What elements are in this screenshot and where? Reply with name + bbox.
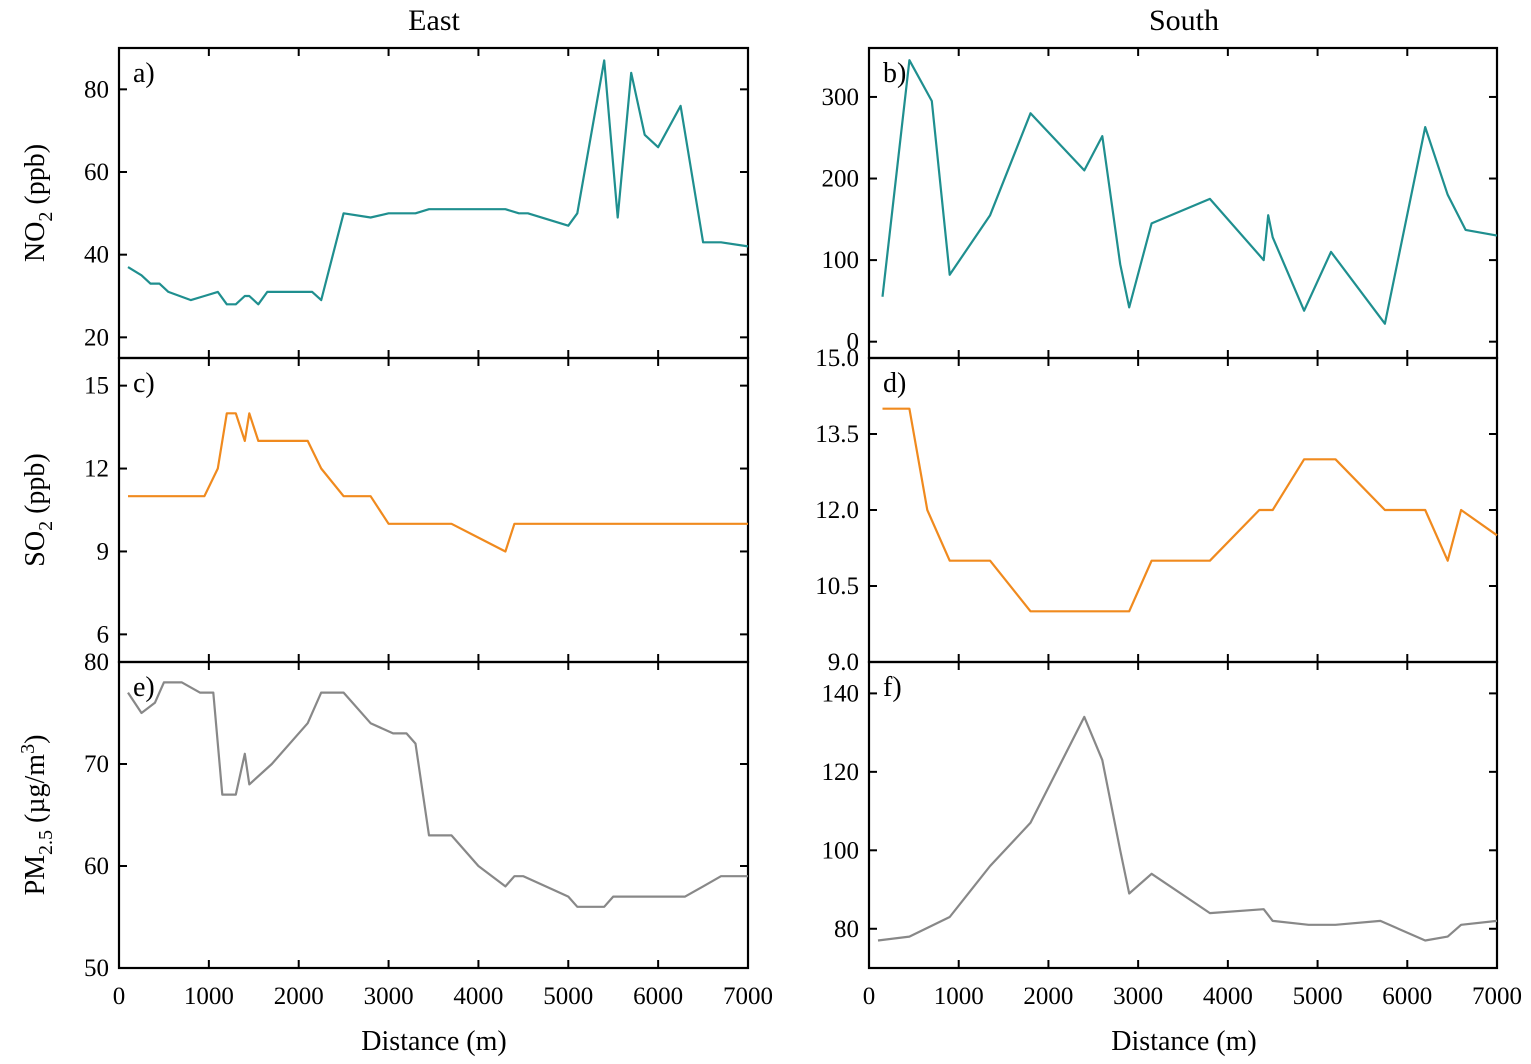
x-tick-label: 2000 — [274, 983, 324, 1010]
series-line — [128, 412, 748, 553]
panel-label: f) — [883, 672, 902, 703]
x-tick-label: 4000 — [1203, 983, 1253, 1010]
series-line — [127, 59, 749, 306]
plot-frame — [117, 660, 750, 970]
panel-c: 6 9 12 15 c) — [84, 356, 750, 664]
y-tick-label: 60 — [84, 159, 109, 186]
x-tick-label: 5000 — [1293, 983, 1343, 1010]
panel-b: 0 100 200 300 b) — [822, 46, 1499, 360]
y-tick-label: 12 — [84, 456, 109, 483]
panel-label: c) — [133, 368, 155, 399]
panel-label: e) — [133, 672, 155, 703]
x-tick-label: 7000 — [723, 983, 773, 1010]
y-tick-label: 15 — [84, 373, 109, 400]
y-tick-label: 9.0 — [828, 649, 859, 676]
y-tick-label: 50 — [84, 955, 109, 982]
y-tick-label: 9 — [97, 538, 110, 565]
y-tick-label: 80 — [834, 916, 859, 943]
panel-e: 50 60 70 80 0 1000 2000 3000 4000 5000 6000 7000 e) — [84, 649, 773, 1010]
panel-a: 20 40 60 80 a) — [84, 46, 750, 360]
panel-label: b) — [883, 58, 906, 89]
y-tick-label: 6 — [97, 621, 110, 648]
y-tick-label: 200 — [822, 166, 860, 193]
panel-d: 9.0 10.5 12.0 13.5 15.0 d) — [815, 345, 1499, 676]
x-tick-label: 3000 — [364, 983, 414, 1010]
series-line — [882, 407, 1498, 613]
x-tick-label: 6000 — [1382, 983, 1432, 1010]
x-axis-label-east: Distance (m) — [361, 1026, 506, 1057]
panel-label: d) — [883, 368, 906, 399]
x-axis-label-south: Distance (m) — [1111, 1026, 1256, 1057]
y-tick-label: 140 — [822, 680, 860, 707]
y-tick-label: 100 — [822, 247, 860, 274]
plot-frame — [117, 356, 750, 664]
series-line — [877, 715, 1498, 942]
y-tick-label: 12.0 — [815, 497, 859, 524]
x-tick-label: 6000 — [633, 983, 683, 1010]
y-axis-labels: NO2 (ppb) SO2 (ppb) PM2.5 (µg/m3) — [17, 144, 57, 895]
y-tick-label: 10.5 — [815, 573, 859, 600]
y-tick-label: 13.5 — [815, 421, 859, 448]
plot-frame — [867, 660, 1499, 970]
y-axis-label: PM2.5 (µg/m3) — [17, 735, 57, 896]
y-tick-label: 0 — [847, 329, 860, 356]
y-tick-label: 120 — [822, 759, 860, 786]
plot-frame — [867, 46, 1499, 360]
series-line — [127, 681, 748, 908]
series-line — [881, 59, 1498, 325]
y-axis-label: SO2 (ppb) — [20, 453, 57, 566]
col-title-east: East — [408, 4, 460, 37]
y-tick-label: 40 — [84, 242, 109, 269]
y-tick-label: 100 — [822, 837, 860, 864]
y-tick-label: 70 — [84, 751, 109, 778]
col-title-south: South — [1149, 4, 1219, 37]
y-tick-label: 300 — [822, 84, 860, 111]
x-tick-label: 5000 — [543, 983, 593, 1010]
y-tick-label: 20 — [84, 324, 109, 351]
y-tick-label: 15.0 — [815, 345, 859, 372]
plot-frame — [117, 46, 750, 360]
y-tick-label: 60 — [84, 853, 109, 880]
x-tick-label: 4000 — [453, 983, 503, 1010]
panel-label: a) — [133, 58, 155, 89]
y-axis-label: NO2 (ppb) — [20, 144, 57, 262]
x-tick-label: 0 — [863, 983, 876, 1010]
panel-f: 80 100 120 140 0 1000 2000 3000 4000 5000 6000 7000… — [822, 660, 1522, 1010]
x-tick-label: 1000 — [184, 983, 234, 1010]
panels: 20 40 60 80 a) 0 100 200 300 b) 6 9 12 15 c) 9.0 10.5 12.… — [84, 46, 1522, 1010]
x-tick-label: 7000 — [1472, 983, 1522, 1010]
x-tick-label: 0 — [113, 983, 126, 1010]
x-tick-label: 2000 — [1023, 983, 1073, 1010]
x-tick-label: 1000 — [934, 983, 984, 1010]
x-tick-label: 3000 — [1113, 983, 1163, 1010]
y-tick-label: 80 — [84, 76, 109, 103]
y-tick-label: 80 — [84, 649, 109, 676]
